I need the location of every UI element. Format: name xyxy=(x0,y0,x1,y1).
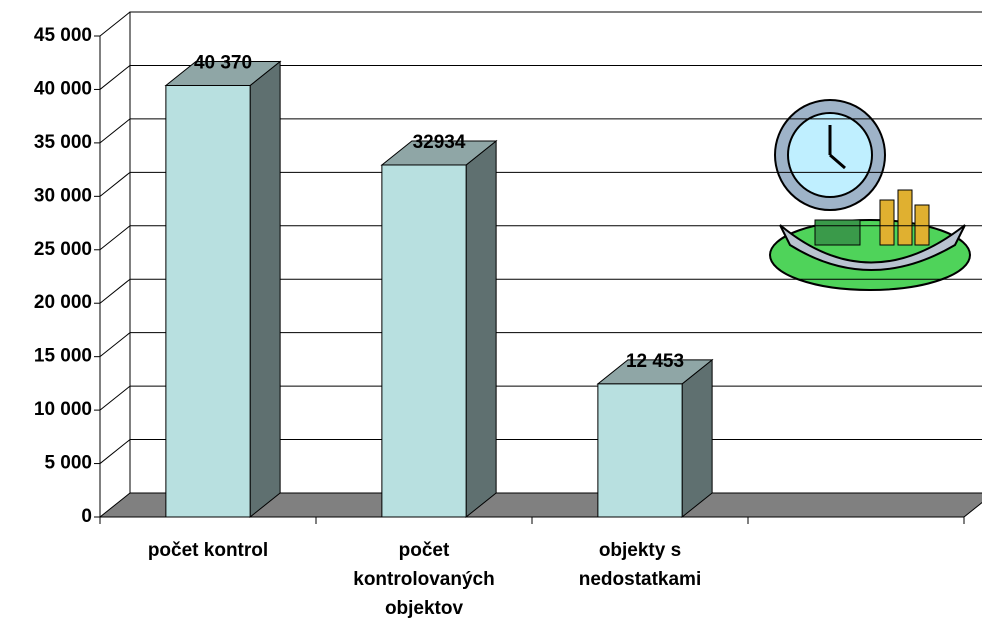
x-tick-label: objekty s nedostatkami xyxy=(578,540,702,590)
y-tick-label: 0 xyxy=(81,506,92,527)
y-tick-label: 5 000 xyxy=(44,453,92,474)
grid-line-side xyxy=(99,439,131,464)
x-tick-label: počet kontrolovaných objektov xyxy=(353,540,495,619)
grid-line-side xyxy=(99,171,131,197)
y-tick-label: 10 000 xyxy=(34,399,92,420)
bar xyxy=(381,164,467,518)
y-tick-label: 15 000 xyxy=(34,346,92,367)
y-tick-label: 30 000 xyxy=(34,185,92,206)
bar-side xyxy=(465,139,497,519)
bar xyxy=(597,383,683,518)
scale-clipart xyxy=(769,99,971,291)
grid-line-side xyxy=(99,385,131,411)
y-tick-label: 45 000 xyxy=(34,25,92,46)
x-tick-label: počet kontrol xyxy=(147,540,269,561)
grid-line-side xyxy=(99,332,131,358)
value-label: 12 453 xyxy=(626,351,684,372)
grid-line-side xyxy=(99,65,131,90)
y-tick-label: 35 000 xyxy=(34,132,92,153)
value-label: 40 370 xyxy=(194,53,252,74)
y-tick-label: 25 000 xyxy=(34,239,92,260)
bar xyxy=(165,84,251,518)
grid-line-side xyxy=(99,11,131,37)
value-label: 32934 xyxy=(413,132,466,153)
y-tick-label: 20 000 xyxy=(34,292,92,313)
bar-side xyxy=(681,358,713,519)
grid-line-side xyxy=(99,118,131,144)
bar-side xyxy=(249,60,281,519)
grid-line-side xyxy=(99,225,131,251)
grid-line-side xyxy=(99,278,131,304)
y-tick-label: 40 000 xyxy=(34,78,92,99)
